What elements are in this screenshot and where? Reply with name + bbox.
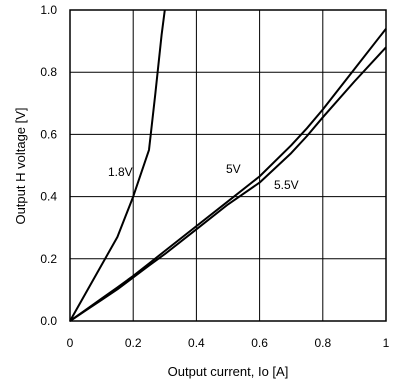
- y-tick-label: 0.4: [40, 190, 57, 204]
- y-tick-label: 1.0: [40, 3, 57, 17]
- x-tick-label: 0.4: [188, 336, 205, 350]
- x-tick-label: 0.8: [314, 336, 331, 350]
- x-axis-tick-labels: 0 0.2 0.4 0.6 0.8 1: [67, 336, 390, 350]
- y-tick-label: 0.0: [40, 314, 57, 328]
- x-tick-label: 0: [67, 336, 74, 350]
- x-tick-label: 1: [383, 336, 390, 350]
- y-tick-label: 0.8: [40, 65, 57, 79]
- series-line-5-5v: [69, 46, 387, 322]
- y-tick-label: 0.6: [40, 127, 57, 141]
- y-axis-label: Output H voltage [V]: [13, 107, 28, 224]
- plot-area-frame: [69, 9, 387, 322]
- y-axis-tick-labels: 0.0 0.2 0.4 0.6 0.8 1.0: [40, 3, 57, 328]
- x-tick-label: 0.6: [251, 336, 268, 350]
- series-label-5v: 5V: [226, 162, 241, 176]
- series-label-1-8v: 1.8V: [108, 165, 133, 179]
- y-tick-label: 0.2: [40, 252, 57, 266]
- x-axis-label: Output current, Io [A]: [168, 364, 289, 379]
- grid: [70, 10, 386, 321]
- series-lines: [69, 9, 387, 322]
- x-tick-label: 0.2: [125, 336, 142, 350]
- series-line-5v: [69, 28, 387, 322]
- series-line-1-8v: [69, 9, 166, 322]
- series-label-5-5v: 5.5V: [274, 178, 299, 192]
